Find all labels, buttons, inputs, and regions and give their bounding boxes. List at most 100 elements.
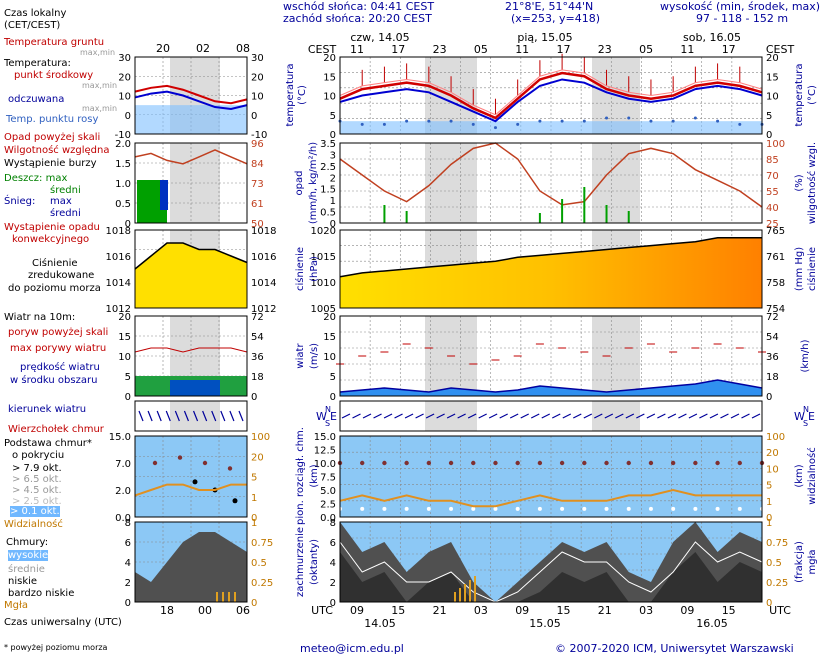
wind-arrow: [541, 413, 551, 419]
small-panel-frame: [134, 400, 248, 432]
footnote: * powyżej poziomu morza: [4, 643, 108, 652]
small-wind-tick: 5: [125, 372, 131, 383]
utc-left: UTC: [311, 604, 333, 617]
cover-tick: 6: [330, 538, 336, 549]
small-panel-frame: [134, 521, 248, 603]
small-panel-frame: [134, 229, 248, 309]
legend-fog: Mgła: [4, 600, 28, 611]
cloud-tick: 5.0: [320, 486, 336, 497]
cloud-base-dot: [360, 506, 365, 511]
small-pressure-tick-right: 1012: [251, 304, 276, 315]
cloud-top-dot: [537, 460, 543, 466]
high-cloud-line: [339, 541, 763, 603]
top-hour-tick: 05: [474, 43, 488, 56]
visibility-axis-label: widzialność: [806, 447, 818, 504]
cloud-base-dot: [626, 506, 631, 511]
wind-right-unit: (km/h): [800, 339, 811, 372]
panel-frame: [339, 435, 763, 518]
cloud-top-dot: [715, 460, 720, 466]
bottom-hour-tick: 21: [433, 604, 447, 617]
wind-arrow: [730, 413, 740, 419]
legend-precip-above: Opad powyżej skali: [4, 132, 101, 143]
small-wind-arrow: [147, 410, 153, 422]
bottom-day-label: 16.05: [696, 617, 728, 630]
wind-speed-line: [339, 379, 763, 393]
small-fog-tick: 1: [251, 518, 257, 529]
dew-point: [516, 122, 520, 126]
small-bottom-hour: 00: [198, 604, 212, 617]
dew-point: [449, 119, 453, 123]
small-fog-tick: 0: [251, 598, 257, 609]
wind-arrow: [499, 413, 508, 419]
cloud-base-dot: [382, 506, 387, 511]
cloud-top-dot: [404, 460, 409, 466]
temp-tick: 15: [323, 72, 336, 83]
pressure-tick: 1010: [311, 278, 336, 289]
panel-frame: [339, 142, 763, 224]
small-wind-arrow: [229, 410, 235, 422]
small-pressure-tick-right: 1016: [251, 252, 276, 263]
wind-dir-n: N: [325, 405, 331, 414]
legend-dew: Temp. punktu rosy: [6, 114, 99, 125]
temp-mid-line: [339, 71, 763, 120]
dew-point: [671, 119, 675, 123]
cloud-top-dot: [382, 460, 387, 466]
bottom-hour-tick: 15: [391, 604, 405, 617]
small-pressure-tick: 1018: [106, 226, 131, 237]
night-band: [592, 316, 640, 396]
precip-unit-label: (mm/h, kg/m²/h): [308, 142, 319, 224]
cloud-top-dot: [559, 460, 565, 466]
small-wind-arrow: [183, 410, 190, 422]
legend-okt-25: > 2.5 okt.: [12, 496, 62, 507]
legend-felt: odczuwana: [8, 94, 65, 105]
pressure-right-unit: (mm Hg): [794, 247, 805, 291]
legend-utc: Czas uniwersalny (UTC): [4, 617, 122, 628]
cloud-top-dot: [471, 460, 476, 466]
small-visibility-line: [134, 483, 247, 497]
dew-point: [560, 119, 564, 123]
wind-dir-s-right: S: [803, 419, 808, 428]
small-visibility-tick: 100: [251, 432, 270, 443]
panel-frame: [339, 56, 763, 135]
top-hour-tick: 11: [515, 43, 529, 56]
small-pressure-area: [135, 243, 247, 308]
wind-arrow: [352, 413, 361, 419]
cest-right: CEST: [766, 43, 795, 56]
cloud-base-dot: [715, 506, 720, 511]
temp-tick-right: 10: [766, 92, 779, 103]
humidity-line: [339, 142, 763, 208]
small-pressure-tick-right: 1014: [251, 278, 276, 289]
fog-tick: 0.25: [766, 578, 788, 589]
wind-arrow: [446, 413, 456, 419]
small-humidity-tick: 61: [251, 199, 264, 210]
temp-tick: 20: [323, 53, 336, 64]
footer-email[interactable]: meteo@icm.edu.pl: [300, 642, 404, 655]
cloud-top-dot: [604, 460, 609, 466]
wind-arrow: [362, 413, 372, 419]
pressure-unit-label: (hPa): [309, 256, 320, 282]
dew-point: [582, 119, 586, 123]
humidity-unit-label: (%): [794, 174, 805, 191]
small-precip-tick: 1.5: [115, 159, 131, 170]
small-wind-arrow: [192, 410, 199, 422]
temp-tick: 5: [330, 111, 336, 122]
visibility-tick: 5: [766, 481, 772, 492]
small-temp-tick-right: 10: [251, 92, 264, 103]
small-precip-tick: 0: [125, 219, 131, 230]
pressure-tick-right: 754: [766, 304, 785, 315]
temp-tick: 0: [330, 130, 336, 141]
pressure-tick: 1005: [311, 304, 336, 315]
pressure-area: [340, 237, 762, 308]
small-fog-tick: 0.5: [251, 558, 267, 569]
wind-axis-label: wiatr: [295, 343, 306, 369]
wind-dir-s: S: [325, 419, 330, 428]
wind-arrow: [478, 413, 487, 419]
small-wind-tick-right: 54: [251, 332, 264, 343]
small-panel-frame: [134, 56, 248, 135]
visibility-tick: 100: [766, 432, 785, 443]
cover-tick: 4: [330, 558, 336, 569]
legend-pressure-3: do poziomu morza: [8, 283, 101, 294]
cloud-base-dot: [537, 506, 542, 511]
wind-tick: 0: [330, 392, 336, 403]
legend-rain: Deszcz: max: [4, 173, 68, 184]
